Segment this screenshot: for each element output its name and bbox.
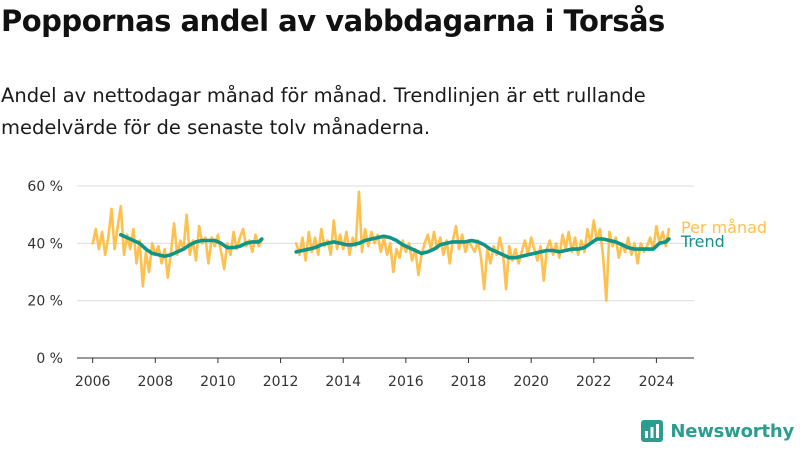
x-tick-label: 2020 [513, 374, 549, 390]
chart-subtitle: Andel av nettodagar månad för månad. Tre… [1, 84, 646, 139]
y-tick-label: 0 % [36, 351, 63, 367]
series-line-trend [119, 232, 264, 258]
x-tick-label: 2008 [137, 374, 173, 390]
x-tick-label: 2006 [75, 374, 111, 390]
y-axis-ticks: 0 % 20 % 40 % 60 % [27, 179, 63, 367]
legend-label-trend: Trend [680, 232, 725, 251]
x-tick-label: 2022 [576, 374, 612, 390]
y-tick-label: 20 % [27, 294, 63, 310]
y-tick-label: 60 % [27, 179, 63, 195]
newsworthy-brand[interactable]: Newsworthy [640, 419, 794, 443]
x-tick-label: 2014 [325, 374, 361, 390]
x-tick-label: 2012 [263, 374, 299, 390]
brand-name: Newsworthy [670, 420, 794, 442]
series-lines [91, 190, 671, 302]
y-tick-label: 40 % [27, 236, 63, 252]
series-line-trend [294, 234, 671, 260]
x-tick-label: 2016 [388, 374, 424, 390]
x-axis: 2006 2008 2010 2012 2014 2016 2018 2020 2022 2024 [75, 357, 694, 390]
x-tick-label: 2024 [639, 374, 675, 390]
legend-label-per-manad: Per månad [681, 218, 767, 237]
series-line-per-manad [294, 190, 671, 302]
chart-title: Poppornas andel av vabbdagarna i Torsås [1, 4, 665, 38]
newsworthy-logo-icon [641, 420, 664, 442]
series-line-per-manad [91, 204, 264, 288]
x-tick-label: 2018 [451, 374, 487, 390]
x-tick-label: 2010 [200, 374, 236, 390]
